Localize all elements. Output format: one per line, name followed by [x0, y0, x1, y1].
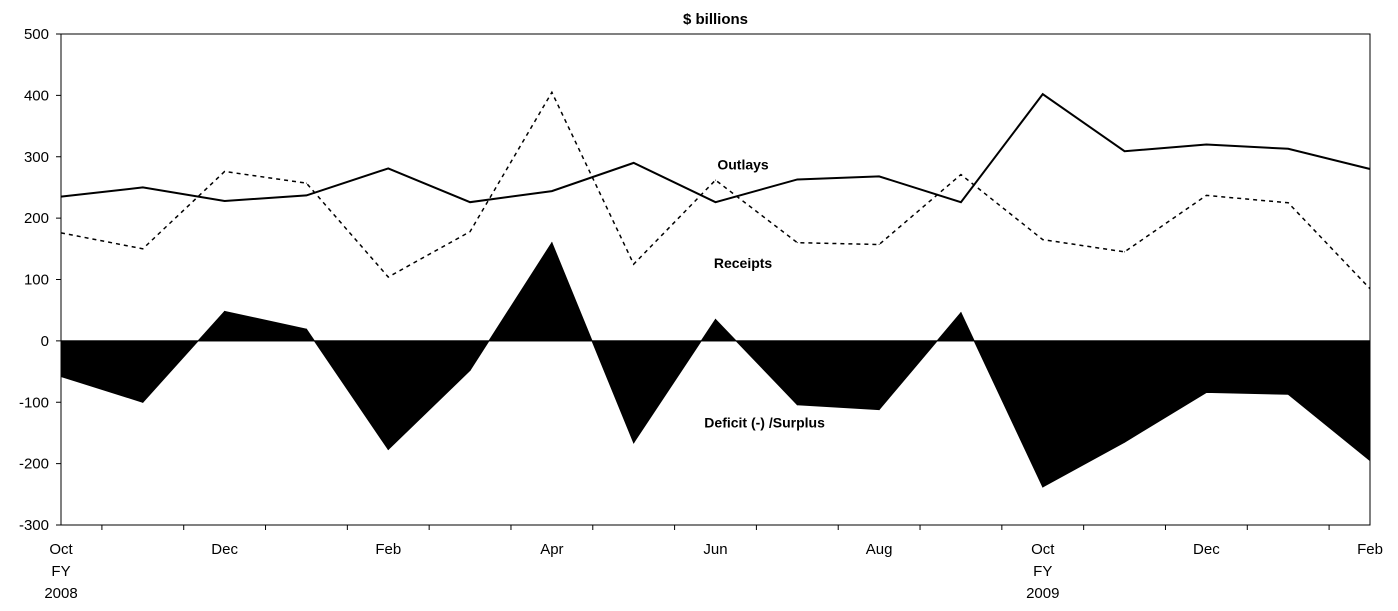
x-tick-label: Oct FY 2009 [1026, 541, 1059, 602]
outlays-point [1205, 143, 1207, 145]
receipts-point [387, 276, 389, 278]
receipts-point [1287, 202, 1289, 204]
deficit-surplus-point [142, 401, 144, 403]
deficit-surplus-point [305, 328, 307, 330]
deficit-surplus-point [224, 310, 226, 312]
outlays-annotation: Outlays [717, 157, 769, 173]
outlays-point [387, 167, 389, 169]
deficit-surplus-point [1205, 391, 1207, 393]
outlays-point [1287, 148, 1289, 150]
deficit-surplus-annotation: Deficit (-) /Surplus [704, 415, 825, 431]
x-tick-label: Dec [1193, 541, 1220, 558]
x-tick-label: Aug [866, 541, 893, 558]
deficit-surplus-point [715, 318, 716, 320]
receipts-point [633, 263, 635, 265]
receipts-point [796, 242, 798, 244]
outlays-point [715, 201, 716, 203]
receipts-point [1042, 239, 1044, 241]
y-tick-label: 300 [24, 149, 49, 166]
outlays-point [469, 201, 471, 203]
deficit-surplus-point [387, 449, 389, 451]
y-tick-label: -100 [19, 394, 49, 411]
x-tick-label: Apr [540, 541, 563, 558]
receipts-point [551, 91, 553, 93]
y-tick-label: 100 [24, 272, 49, 289]
deficit-surplus-point [1042, 486, 1044, 488]
receipts-point [960, 174, 962, 176]
outlays-point [305, 194, 307, 196]
deficit-area-layer [60, 241, 1371, 488]
deficit-surplus-point [469, 369, 471, 371]
receipts-point [1124, 251, 1126, 253]
deficit-surplus-point [796, 404, 798, 406]
outlays-point [224, 200, 226, 202]
outlays-point [142, 186, 144, 188]
receipts-point [469, 231, 471, 233]
x-axis: Oct FY 2008 Dec Feb Apr Jun Aug Oct FY 2009 Dec Feb [44, 525, 1383, 602]
deficit-surplus-point [551, 242, 553, 244]
receipts-point [1205, 194, 1207, 196]
receipts-annotation: Receipts [714, 255, 773, 271]
receipts-point [224, 170, 226, 172]
x-tick-label: Dec [211, 541, 238, 558]
outlays-line [60, 92, 1371, 204]
y-tick-label: 0 [41, 333, 49, 350]
outlays-point [1042, 93, 1044, 95]
y-tick-label: 400 [24, 87, 49, 104]
y-tick-label: 200 [24, 210, 49, 227]
outlays-point [796, 178, 798, 180]
deficit-surplus-point [960, 312, 962, 314]
receipts-point [715, 179, 716, 181]
deficit-surplus-point [1124, 441, 1126, 443]
receipts-point [142, 248, 144, 250]
deficit-surplus-point [878, 409, 880, 411]
deficit-surplus-point [1287, 393, 1289, 395]
plot-area-frame [60, 33, 1371, 526]
receipts-point [305, 182, 307, 184]
x-tick-label: Jun [703, 541, 727, 558]
y-tick-label: 500 [24, 26, 49, 43]
x-tick-label: Feb [375, 541, 401, 558]
receipts-line [60, 90, 1371, 290]
outlays-point [960, 201, 962, 203]
deficit-surplus-area [60, 241, 1371, 488]
outlays-point [878, 175, 880, 177]
y-axis: 500 400 300 200 100 0 -100 -200 -300 [19, 26, 61, 534]
outlays-point [1124, 150, 1126, 152]
outlays-point [551, 190, 553, 192]
x-tick-label: Feb [1357, 541, 1383, 558]
x-tick-label: Oct FY 2008 [44, 541, 77, 602]
y-tick-label: -200 [19, 456, 49, 473]
outlays-point [633, 162, 635, 164]
receipts-point [878, 244, 880, 246]
y-tick-label: -300 [19, 517, 49, 534]
chart-title: $ billions [683, 11, 748, 28]
deficit-surplus-point [633, 442, 635, 444]
